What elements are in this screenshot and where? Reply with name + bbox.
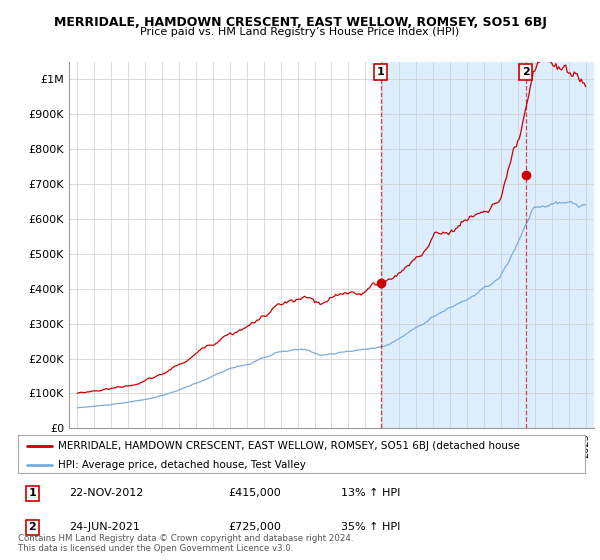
- Text: 13% ↑ HPI: 13% ↑ HPI: [341, 488, 401, 498]
- Text: HPI: Average price, detached house, Test Valley: HPI: Average price, detached house, Test…: [58, 460, 305, 470]
- Text: £725,000: £725,000: [228, 522, 281, 533]
- Text: 2: 2: [28, 522, 36, 533]
- Text: 1: 1: [28, 488, 36, 498]
- Text: 24-JUN-2021: 24-JUN-2021: [69, 522, 140, 533]
- Text: 2: 2: [522, 67, 530, 77]
- Text: 1: 1: [377, 67, 385, 77]
- Bar: [380, 62, 594, 428]
- Text: MERRIDALE, HAMDOWN CRESCENT, EAST WELLOW, ROMSEY, SO51 6BJ: MERRIDALE, HAMDOWN CRESCENT, EAST WELLOW…: [53, 16, 547, 29]
- Text: £415,000: £415,000: [228, 488, 281, 498]
- Text: Price paid vs. HM Land Registry’s House Price Index (HPI): Price paid vs. HM Land Registry’s House …: [140, 27, 460, 37]
- Text: 22-NOV-2012: 22-NOV-2012: [69, 488, 143, 498]
- Text: 35% ↑ HPI: 35% ↑ HPI: [341, 522, 401, 533]
- Text: MERRIDALE, HAMDOWN CRESCENT, EAST WELLOW, ROMSEY, SO51 6BJ (detached house: MERRIDALE, HAMDOWN CRESCENT, EAST WELLOW…: [58, 441, 520, 451]
- Text: Contains HM Land Registry data © Crown copyright and database right 2024.
This d: Contains HM Land Registry data © Crown c…: [18, 534, 353, 553]
